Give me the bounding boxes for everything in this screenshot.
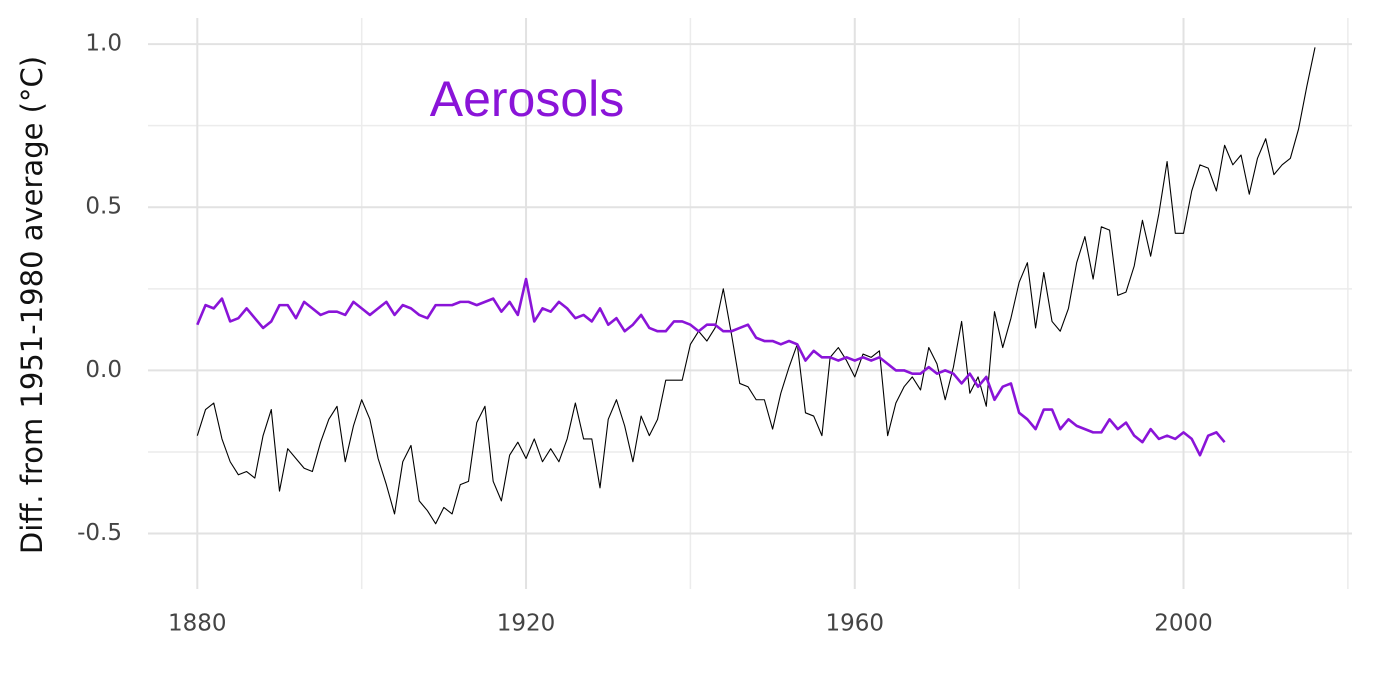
x-tick-label: 2000 xyxy=(1154,611,1213,637)
series-line xyxy=(196,277,1226,457)
x-tick-label: 1960 xyxy=(826,611,885,637)
y-tick-label: 0.5 xyxy=(85,194,122,220)
y-tick-label: 1.0 xyxy=(85,31,122,57)
y-tick-label: 0.0 xyxy=(85,357,122,383)
x-tick-label: 1880 xyxy=(168,611,227,637)
series-annotation: Aerosols xyxy=(430,71,625,127)
grid xyxy=(148,18,1352,589)
y-tick-label: -0.5 xyxy=(77,520,122,546)
plot-lines xyxy=(196,47,1316,525)
x-tick-label: 1920 xyxy=(497,611,556,637)
series-line xyxy=(196,47,1316,525)
y-axis-label: Diff. from 1951-1980 average (°C) xyxy=(15,56,49,554)
